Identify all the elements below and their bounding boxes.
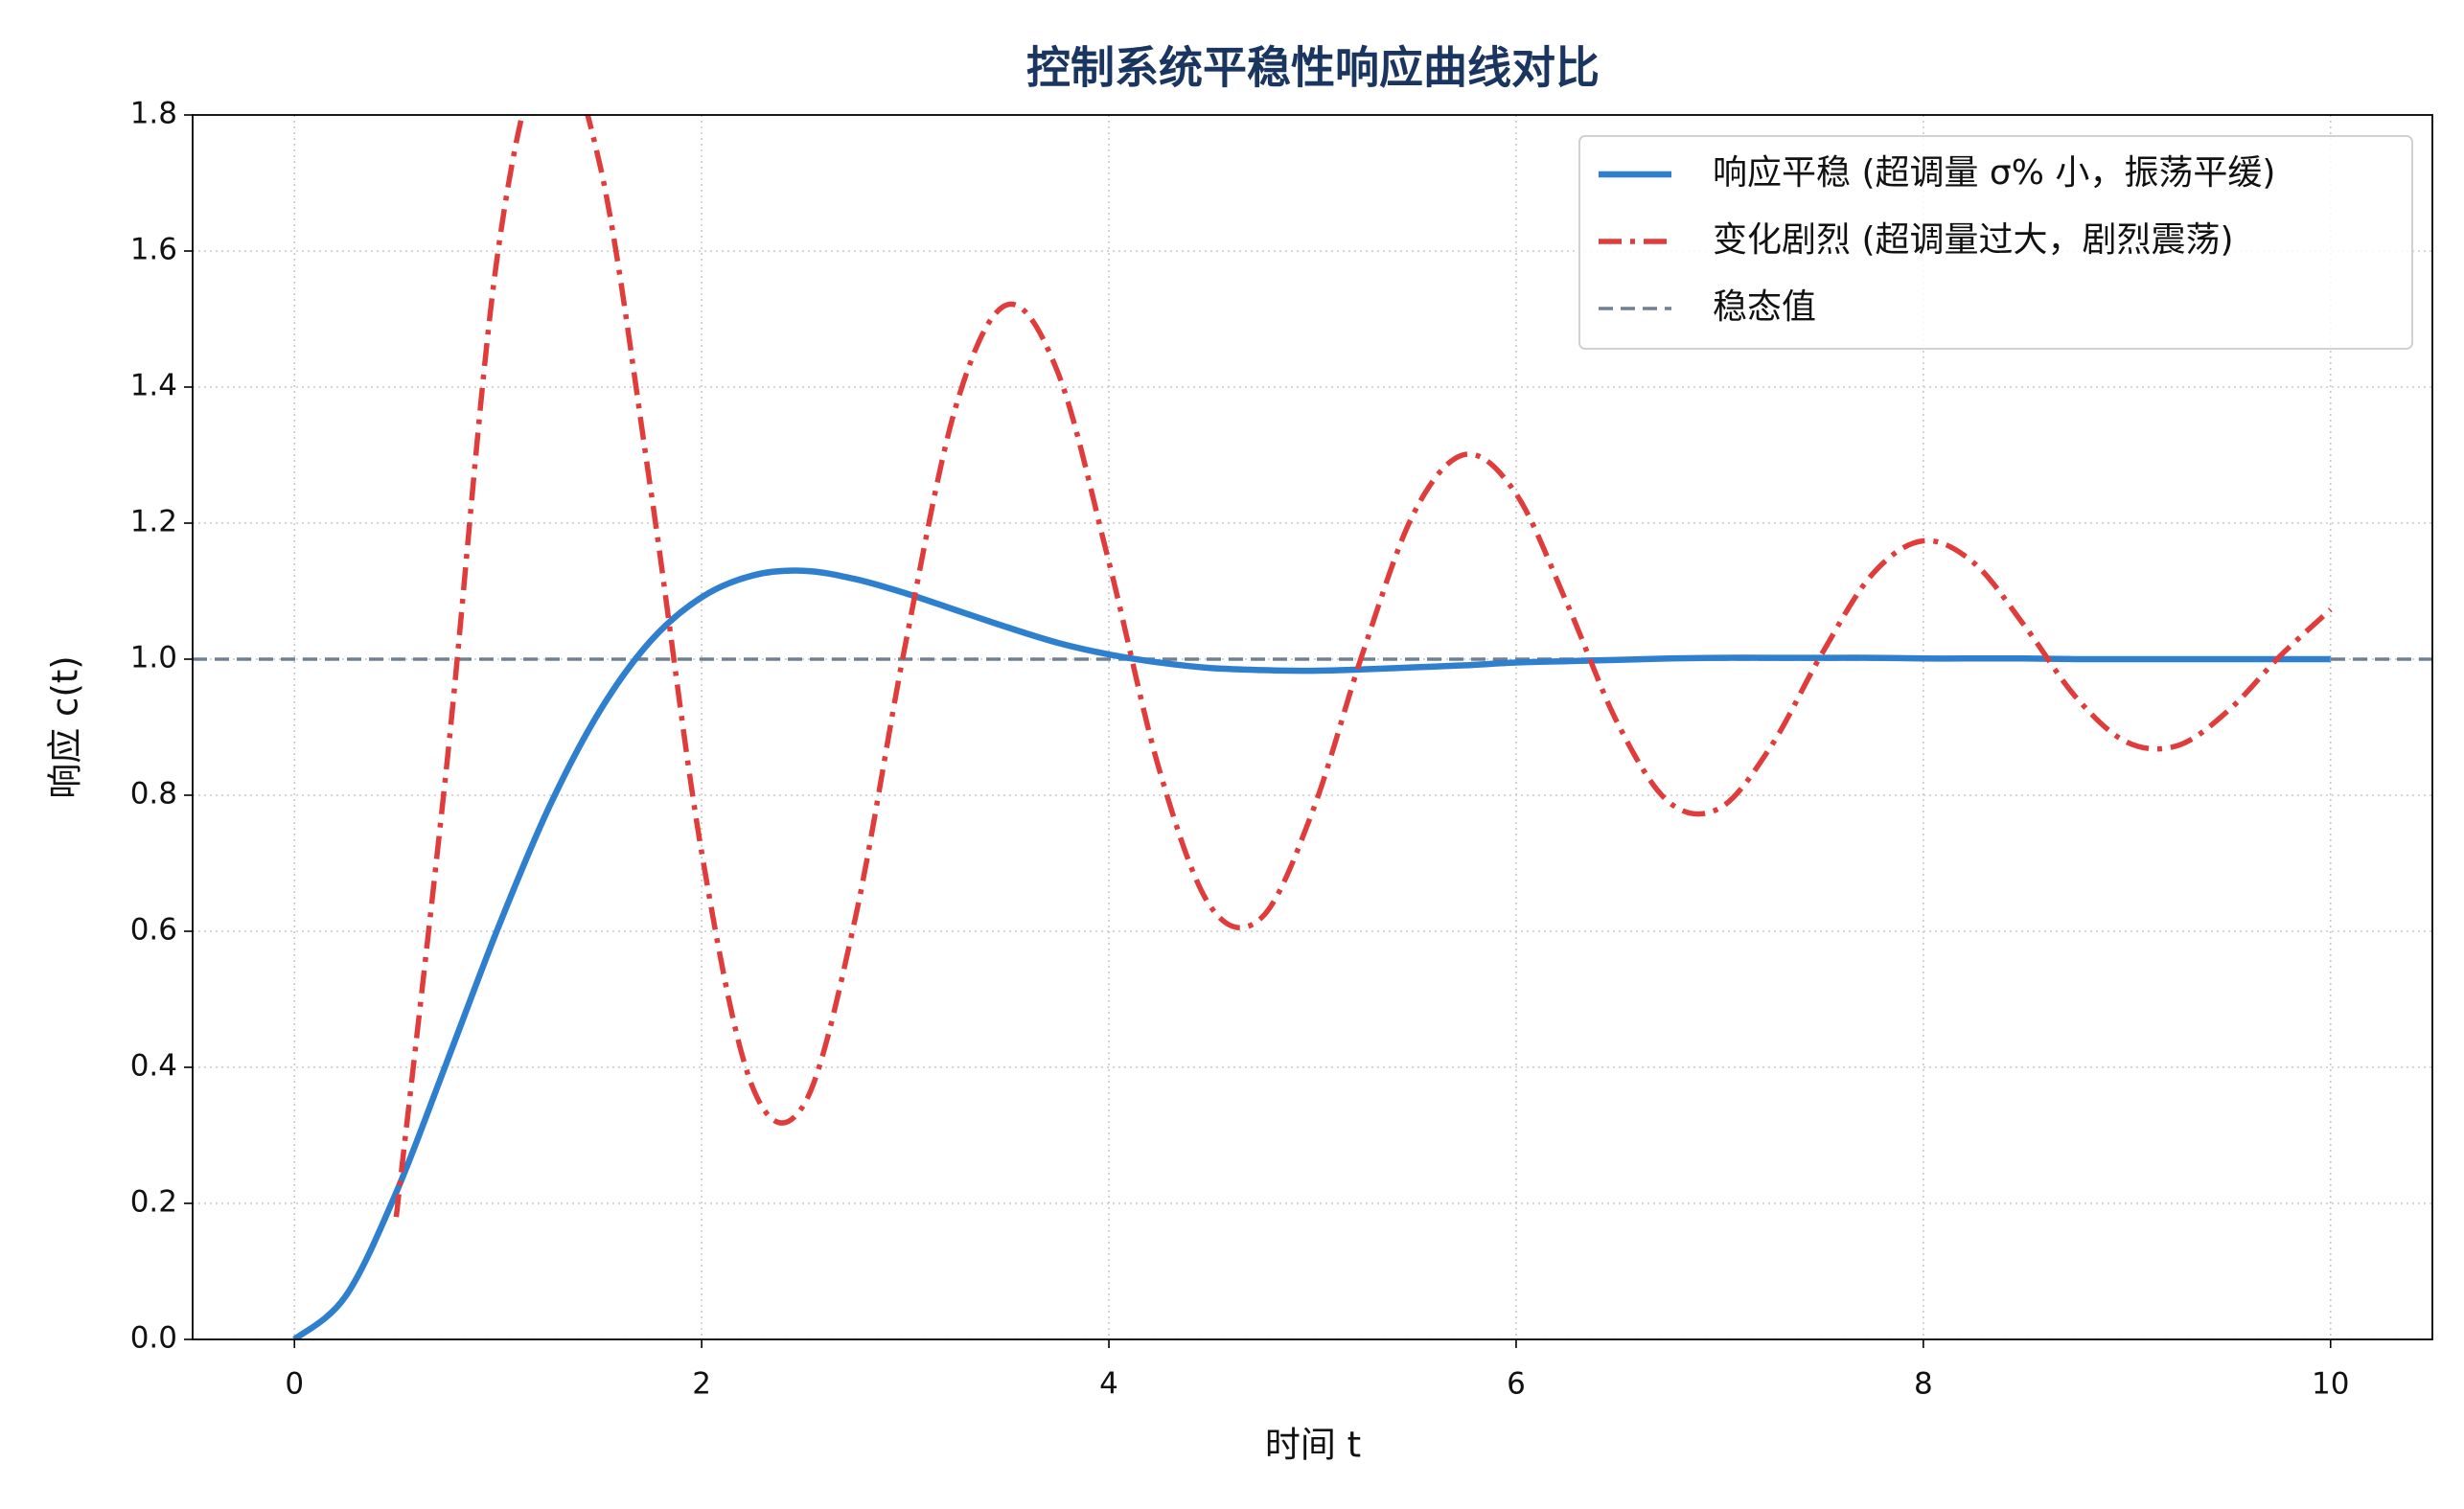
- legend-label: 响应平稳 (超调量 σ% 小，振荡平缓): [1713, 153, 2275, 193]
- y-tick-label: 1.2: [130, 505, 177, 539]
- line-series: [292, 567, 2331, 1339]
- y-tick-label: 0.8: [130, 777, 177, 812]
- legend-label: 稳态值: [1713, 287, 1816, 327]
- x-tick-label: 8: [1914, 1367, 1933, 1402]
- y-tick-label: 1.4: [130, 369, 177, 403]
- y-axis-label: 响应 c(t): [45, 655, 86, 798]
- y-tick-label: 1.8: [130, 97, 177, 131]
- x-tick-label: 0: [285, 1367, 304, 1402]
- y-tick-label: 0.4: [130, 1049, 177, 1084]
- line-series: [393, 115, 2333, 1218]
- plot-frame: [192, 114, 2433, 1340]
- x-tick-label: 4: [1099, 1367, 1118, 1402]
- legend-box: [1578, 135, 2413, 350]
- chart-title: 控制系统平稳性响应曲线对比: [1026, 42, 1600, 94]
- x-axis-label: 时间 t: [1265, 1425, 1361, 1466]
- y-tick-label: 1.6: [130, 233, 177, 267]
- y-tick-label: 0.6: [130, 913, 177, 948]
- y-tick-label: 1.0: [130, 641, 177, 675]
- y-tick-label: 0.2: [130, 1185, 177, 1220]
- x-tick-label: 6: [1507, 1367, 1526, 1402]
- x-tick-label: 10: [2312, 1367, 2349, 1402]
- y-tick-label: 0.0: [130, 1321, 177, 1356]
- legend-label: 变化剧烈 (超调量过大，剧烈震荡): [1713, 220, 2234, 260]
- plot-area: [193, 115, 2432, 1339]
- x-tick-label: 2: [692, 1367, 711, 1402]
